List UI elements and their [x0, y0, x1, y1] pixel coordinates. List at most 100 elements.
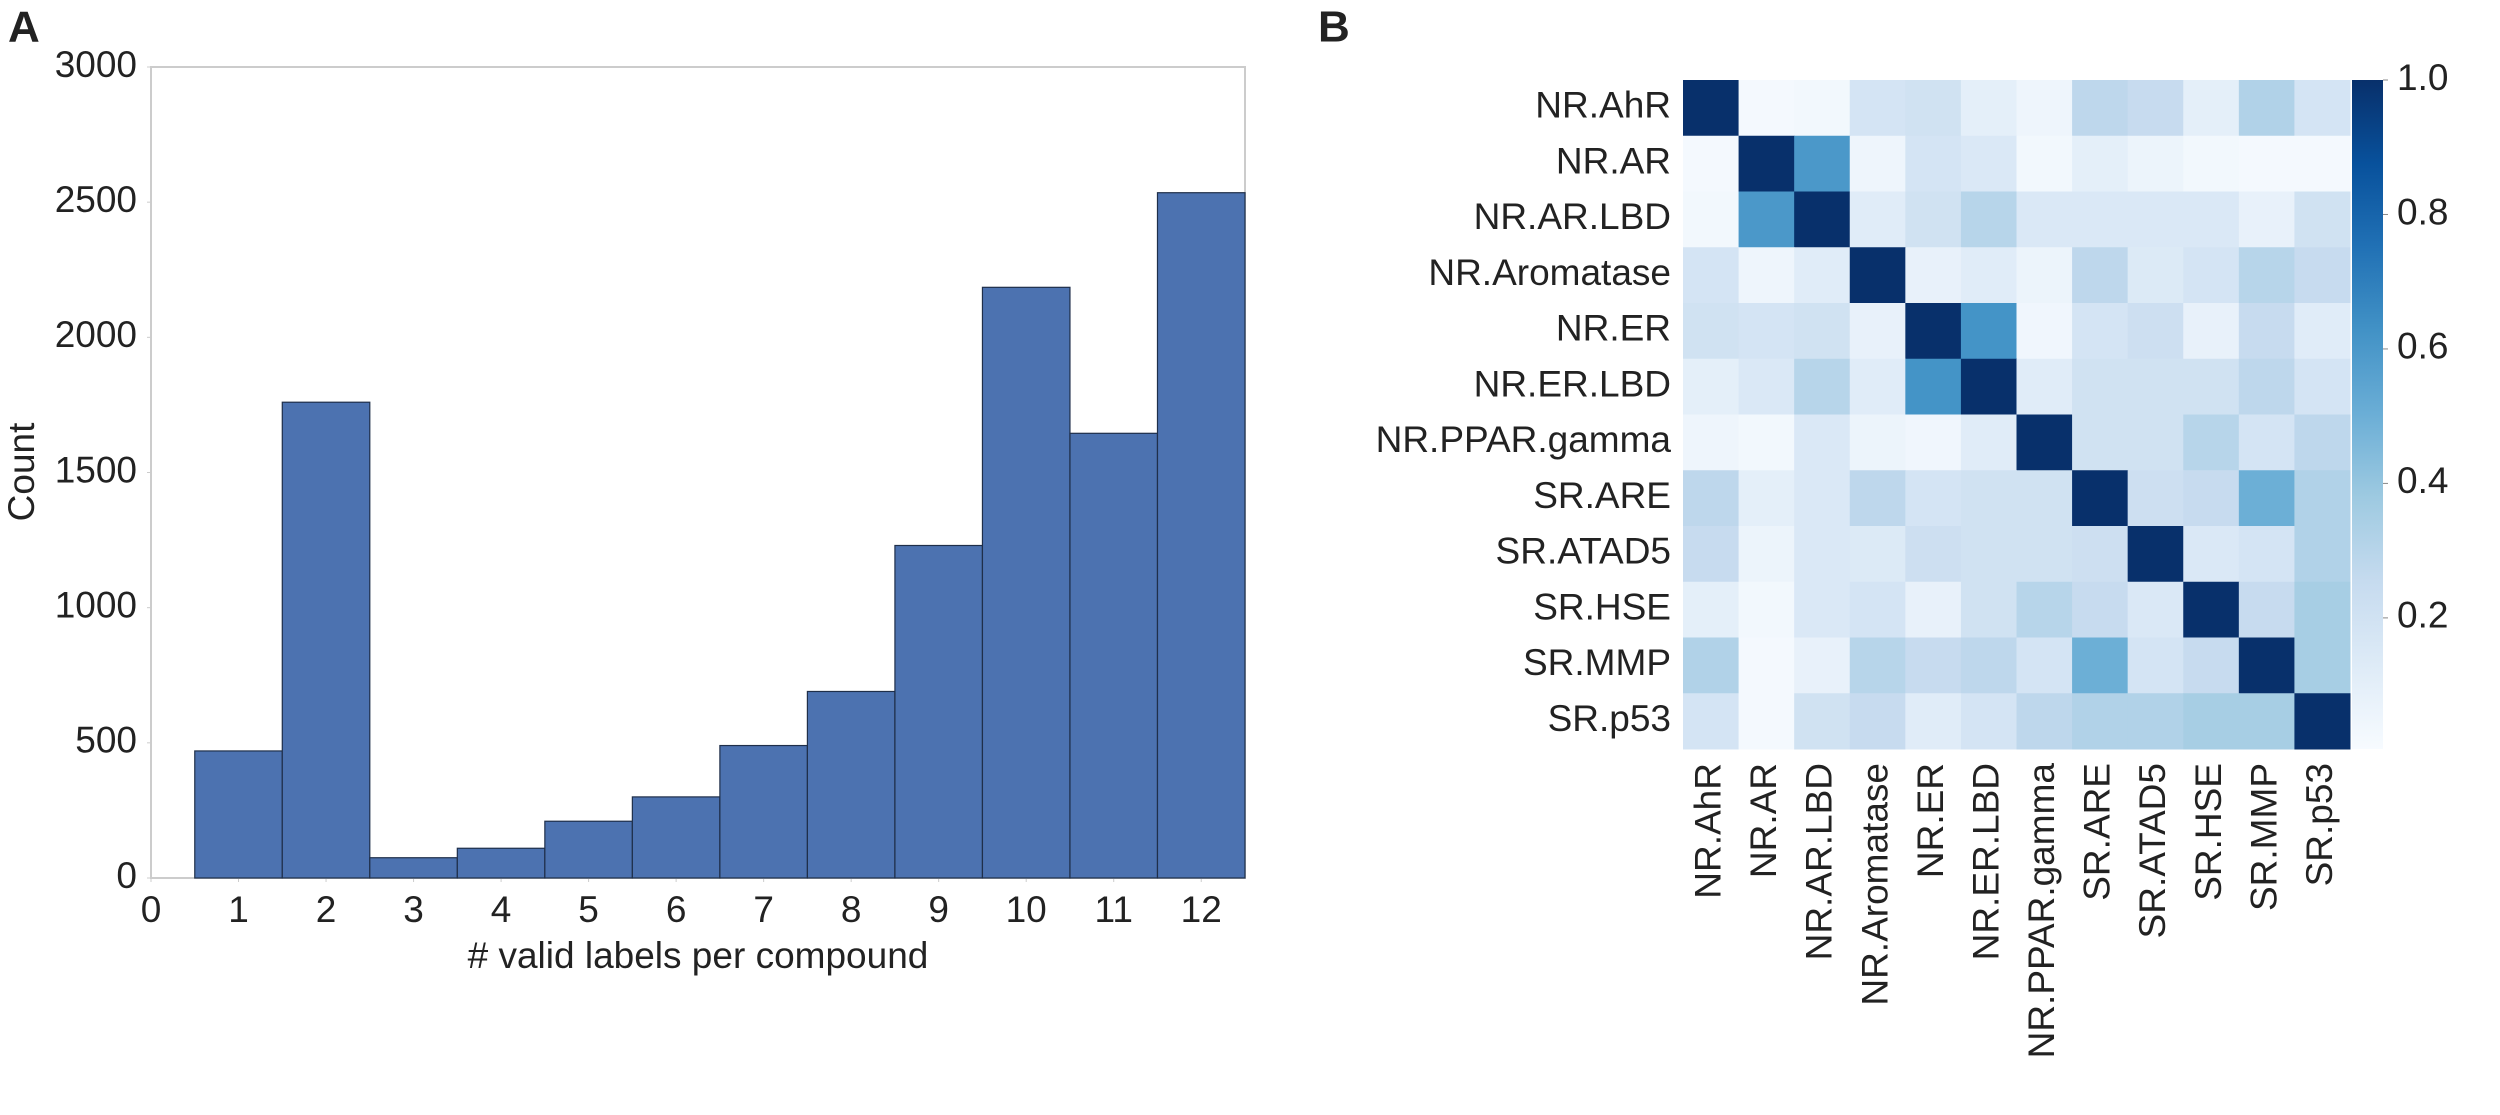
heatmap-cell	[1738, 637, 1795, 694]
heatmap-cell	[1794, 247, 1851, 304]
heatmap-cell	[2183, 191, 2240, 248]
bar	[719, 744, 809, 879]
y-tick-label: 3000	[55, 44, 137, 85]
heatmap-cell	[1905, 470, 1962, 527]
heatmap-cell	[1683, 303, 1740, 360]
column-label: NR.AR	[1743, 763, 1784, 878]
bar	[1069, 432, 1159, 879]
heatmap-cell	[1738, 581, 1795, 638]
heatmap-cell	[1905, 693, 1962, 750]
panel-label: B	[1318, 3, 1350, 52]
heatmap-cell	[1849, 247, 1906, 304]
x-tick-label: 7	[753, 889, 774, 930]
heatmap-cell	[1960, 693, 2017, 750]
bar	[281, 401, 371, 879]
heatmap-cell	[2127, 693, 2184, 750]
colorbar-tick-label: 0.8	[2397, 191, 2448, 232]
heatmap-cell	[1738, 135, 1795, 192]
column-label: NR.AhR	[1688, 763, 1729, 899]
heatmap-cell	[2016, 135, 2073, 192]
heatmap-cell	[2127, 637, 2184, 694]
heatmap-cell	[1738, 526, 1795, 583]
heatmap-cell	[1960, 247, 2017, 304]
heatmap-cell	[1960, 414, 2017, 471]
heatmap-cell	[2127, 303, 2184, 360]
row-label: NR.AhR	[1535, 85, 1671, 126]
bar	[456, 847, 546, 879]
heatmap-cell	[1683, 637, 1740, 694]
heatmap-cell	[2238, 303, 2295, 360]
heatmap-cell	[2238, 581, 2295, 638]
heatmap-cell	[2238, 135, 2295, 192]
heatmap-cell	[1905, 303, 1962, 360]
heatmap-cell	[2294, 526, 2351, 583]
heatmap-cell	[2072, 191, 2129, 248]
bar	[544, 820, 633, 879]
heatmap-cell	[1683, 135, 1740, 192]
x-tick-label: 0	[141, 889, 162, 930]
heatmap-cell	[2238, 526, 2295, 583]
heatmap-cell	[2294, 637, 2351, 694]
heatmap-cell	[2072, 526, 2129, 583]
heatmap-cell	[2183, 358, 2240, 415]
heatmap-cell	[1794, 526, 1851, 583]
heatmap-cell	[1960, 135, 2017, 192]
column-label: SR.ATAD5	[2132, 763, 2173, 938]
row-label: NR.ER	[1556, 308, 1671, 349]
heatmap-cell	[1738, 358, 1795, 415]
y-tick-label: 2500	[55, 179, 137, 220]
column-label: SR.HSE	[2188, 763, 2229, 901]
heatmap-cell	[1905, 80, 1962, 137]
heatmap-cell	[1794, 637, 1851, 694]
heatmap-cell	[2016, 191, 2073, 248]
heatmap-cell	[2072, 470, 2129, 527]
heatmap-cell	[2072, 247, 2129, 304]
heatmap-cell	[2238, 80, 2295, 137]
y-tick-label: 500	[75, 720, 137, 761]
heatmap-cell	[1960, 470, 2017, 527]
heatmap-cell	[2016, 414, 2073, 471]
heatmap-cell	[1905, 135, 1962, 192]
row-label: SR.ARE	[1533, 475, 1671, 516]
heatmap-cell	[1683, 191, 1740, 248]
colorbar	[2352, 80, 2383, 749]
bar	[631, 796, 721, 879]
x-tick-label: 9	[928, 889, 949, 930]
heatmap-cell	[1738, 303, 1795, 360]
x-tick-label: 8	[841, 889, 862, 930]
heatmap-cell	[1905, 414, 1962, 471]
bar	[369, 857, 458, 879]
bar	[806, 690, 896, 879]
colorbar-tick-label: 0.6	[2397, 326, 2448, 367]
column-label: NR.Aromatase	[1854, 763, 1895, 1006]
heatmap-cell	[1794, 191, 1851, 248]
heatmap-cell	[1794, 693, 1851, 750]
heatmap-cell	[2072, 80, 2129, 137]
heatmap-cell	[2016, 358, 2073, 415]
heatmap-cell	[1683, 358, 1740, 415]
x-tick-label: 5	[578, 889, 599, 930]
heatmap-cell	[2016, 526, 2073, 583]
heatmap-cell	[1905, 581, 1962, 638]
y-tick-label: 1500	[55, 449, 137, 490]
colorbar-tick-label: 1.0	[2397, 57, 2448, 98]
row-label: NR.ER.LBD	[1474, 363, 1671, 404]
heatmap-cell	[1738, 414, 1795, 471]
heatmap-cell	[1960, 358, 2017, 415]
heatmap-cell	[2127, 80, 2184, 137]
heatmap-cell	[1905, 526, 1962, 583]
heatmap-cell	[2294, 414, 2351, 471]
heatmap-cell	[2294, 247, 2351, 304]
y-axis-label: Count	[1, 422, 42, 521]
heatmap-cell	[2072, 637, 2129, 694]
heatmap-cell	[1849, 191, 1906, 248]
column-label: NR.AR.LBD	[1799, 763, 1840, 960]
row-label: SR.MMP	[1523, 642, 1671, 683]
heatmap-cell	[1905, 191, 1962, 248]
heatmap-cell	[1849, 303, 1906, 360]
heatmap-cell	[1849, 581, 1906, 638]
heatmap-cell	[1794, 303, 1851, 360]
heatmap-cell	[2294, 358, 2351, 415]
